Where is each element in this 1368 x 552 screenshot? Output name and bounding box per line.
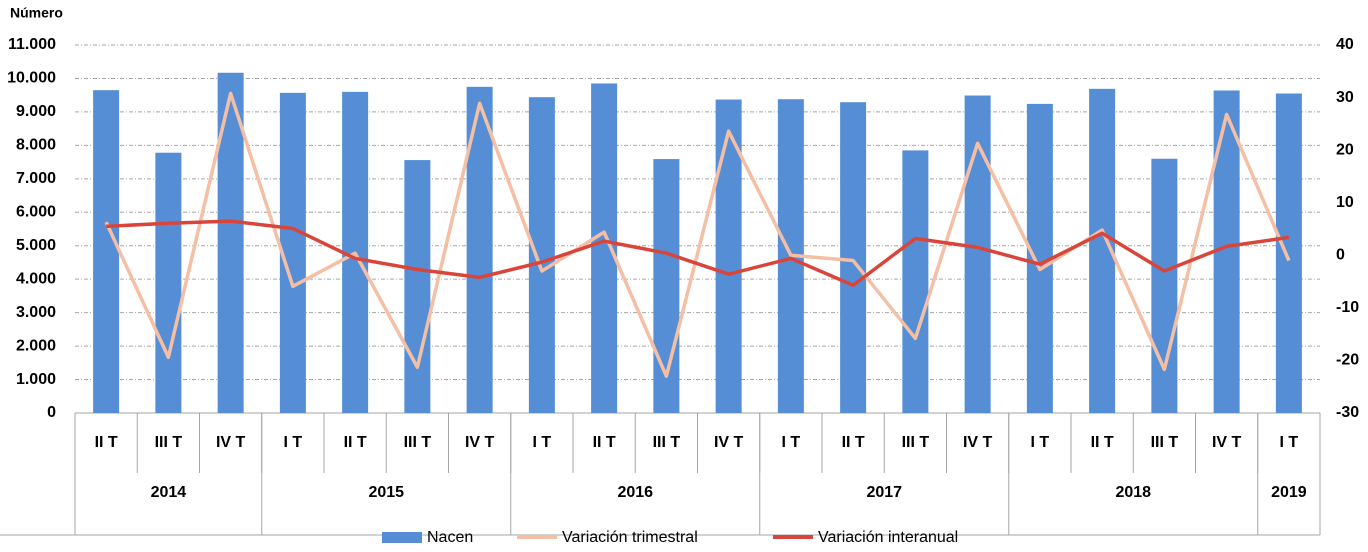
x-tick-label: IV T: [714, 434, 744, 451]
x-tick-label: I T: [782, 434, 801, 451]
x-tick-label: I T: [284, 434, 303, 451]
x-tick-label: IV T: [465, 434, 495, 451]
x-tick-label: III T: [404, 434, 432, 451]
y2-tick-label: 10: [1336, 194, 1354, 211]
x-tick-label: II T: [593, 434, 616, 451]
y2-tick-label: -10: [1336, 299, 1359, 316]
bar: [279, 92, 306, 413]
x-tick-label: III T: [653, 434, 681, 451]
y-tick-label: 6.000: [16, 203, 56, 220]
x-tick-label: I T: [1031, 434, 1050, 451]
x-tick-label: IV T: [1212, 434, 1242, 451]
line: [106, 219, 1290, 288]
legend-label: Nacen: [427, 529, 473, 546]
y-tick-label: 11.000: [8, 36, 56, 53]
x-tick-label: IV T: [963, 434, 993, 451]
bar: [1275, 93, 1302, 413]
legend-label: Variación interanual: [818, 529, 958, 546]
y-tick-label: 2.000: [16, 337, 56, 354]
bar: [840, 102, 867, 413]
y2-tick-label: 0: [1336, 247, 1345, 264]
x-tick-label: I T: [533, 434, 552, 451]
bar: [528, 97, 555, 414]
x-tick-label: II T: [1091, 434, 1114, 451]
bar: [93, 90, 120, 413]
y-tick-label: 0: [47, 404, 56, 421]
group-label: 2018: [1115, 484, 1151, 501]
y-tick-label: 8.000: [16, 137, 56, 154]
y-tick-label: 4.000: [16, 270, 56, 287]
x-tick-label: III T: [902, 434, 930, 451]
group-label: 2014: [151, 484, 187, 501]
x-tick-label: I T: [1280, 434, 1299, 451]
group-label: 2019: [1271, 484, 1307, 501]
x-tick-label: II T: [344, 434, 367, 451]
y2-tick-label: 30: [1336, 89, 1354, 106]
y-tick-label: 9.000: [16, 103, 56, 120]
y-tick-label: 10.000: [7, 70, 56, 87]
y-tick-label: 1.000: [16, 371, 56, 388]
x-tick-label: III T: [1151, 434, 1179, 451]
bar: [155, 152, 182, 413]
x-tick-label: II T: [95, 434, 118, 451]
x-tick-label: II T: [842, 434, 865, 451]
y-tick-label: 5.000: [16, 237, 56, 254]
legend-label: Variación trimestral: [562, 529, 698, 546]
group-label: 2017: [866, 484, 902, 501]
group-label: 2016: [617, 484, 653, 501]
x-tick-label: III T: [155, 434, 183, 451]
bar: [404, 160, 431, 413]
bar: [1151, 158, 1178, 413]
y2-tick-label: -30: [1336, 404, 1359, 421]
y-axis-label: Número: [10, 5, 63, 21]
legend-swatch: [382, 532, 422, 543]
x-tick-label: IV T: [216, 434, 246, 451]
y-tick-label: 7.000: [16, 170, 56, 187]
group-label: 2015: [368, 484, 404, 501]
y2-tick-label: -20: [1336, 352, 1359, 369]
y2-tick-label: 40: [1336, 36, 1354, 53]
bar: [902, 150, 929, 413]
y-tick-label: 3.000: [16, 304, 56, 321]
bar: [591, 83, 618, 414]
y2-tick-label: 20: [1336, 141, 1354, 158]
